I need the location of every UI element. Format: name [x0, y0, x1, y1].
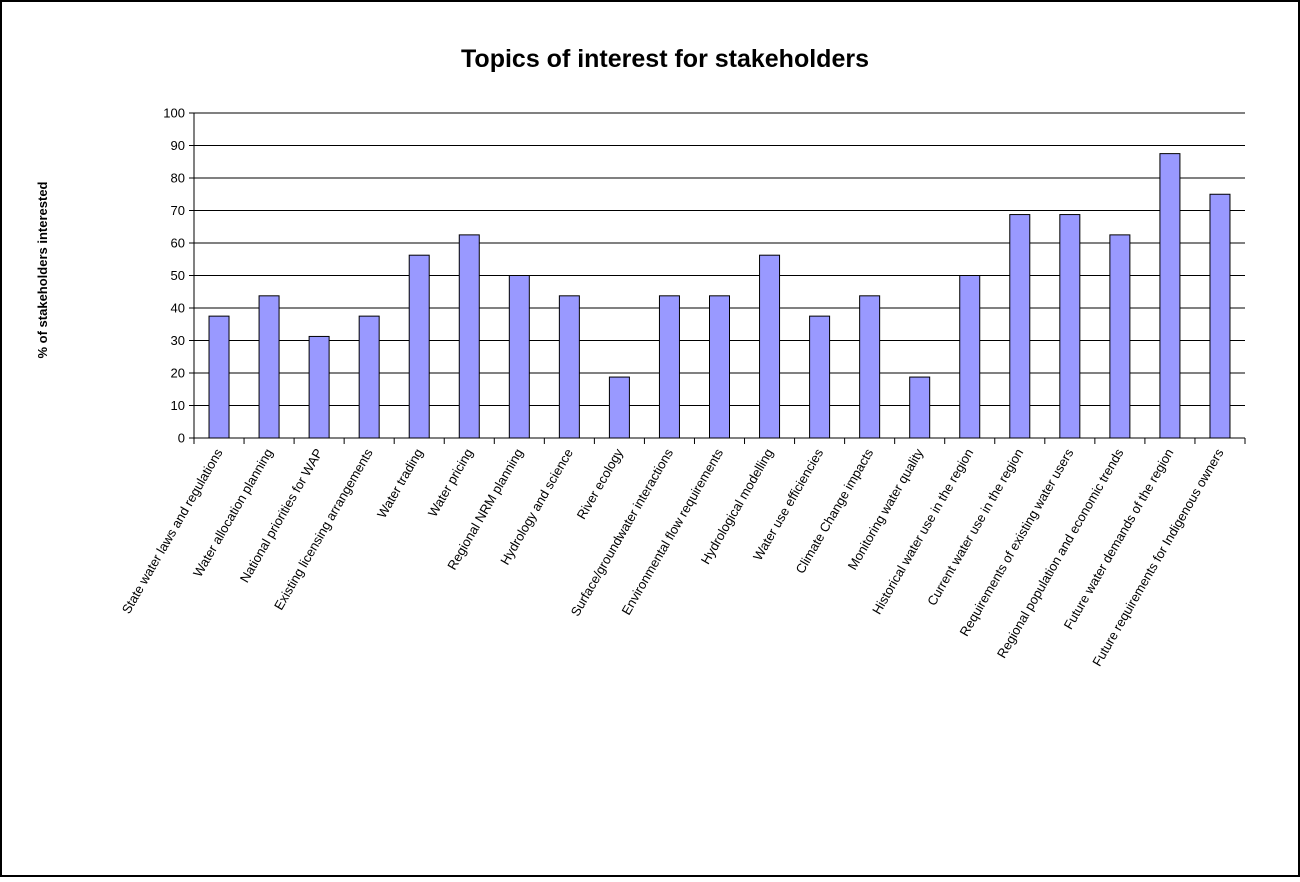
bar — [1209, 193, 1231, 439]
y-tick-label: 10 — [171, 398, 185, 413]
y-tick-label: 80 — [171, 171, 185, 186]
bars — [208, 153, 1231, 439]
y-tick-label: 40 — [171, 301, 185, 316]
y-axis-label: % of stakeholders interested — [35, 181, 50, 358]
bar — [1059, 214, 1081, 439]
bar — [358, 315, 380, 439]
bar — [959, 275, 981, 439]
y-tick-label: 60 — [171, 236, 185, 251]
y-tick-label: 20 — [171, 366, 185, 381]
bar — [558, 295, 580, 439]
bar — [208, 315, 230, 439]
bar — [1109, 234, 1131, 439]
bar — [258, 295, 280, 439]
y-tick-label: 50 — [171, 268, 185, 283]
bar — [909, 376, 931, 439]
bar — [658, 295, 680, 439]
bar — [1159, 153, 1181, 439]
bar — [859, 295, 881, 439]
bar — [1009, 214, 1031, 439]
bar — [308, 335, 330, 439]
y-tick-label: 70 — [171, 203, 185, 218]
y-tick-label: 90 — [171, 138, 185, 153]
bar — [408, 254, 430, 439]
y-tick-label: 100 — [163, 106, 185, 121]
axes — [189, 112, 1246, 444]
y-tick-label: 0 — [178, 431, 185, 446]
y-tick-label: 30 — [171, 333, 185, 348]
bar — [608, 376, 630, 439]
chart-title: Topics of interest for stakeholders — [461, 45, 869, 73]
bar — [759, 254, 781, 439]
bar — [508, 275, 530, 439]
bar — [709, 295, 730, 439]
bar — [458, 234, 480, 439]
bar — [809, 315, 831, 439]
y-tick-labels: 0 10 20 30 40 50 60 70 80 90 100 — [163, 106, 185, 446]
